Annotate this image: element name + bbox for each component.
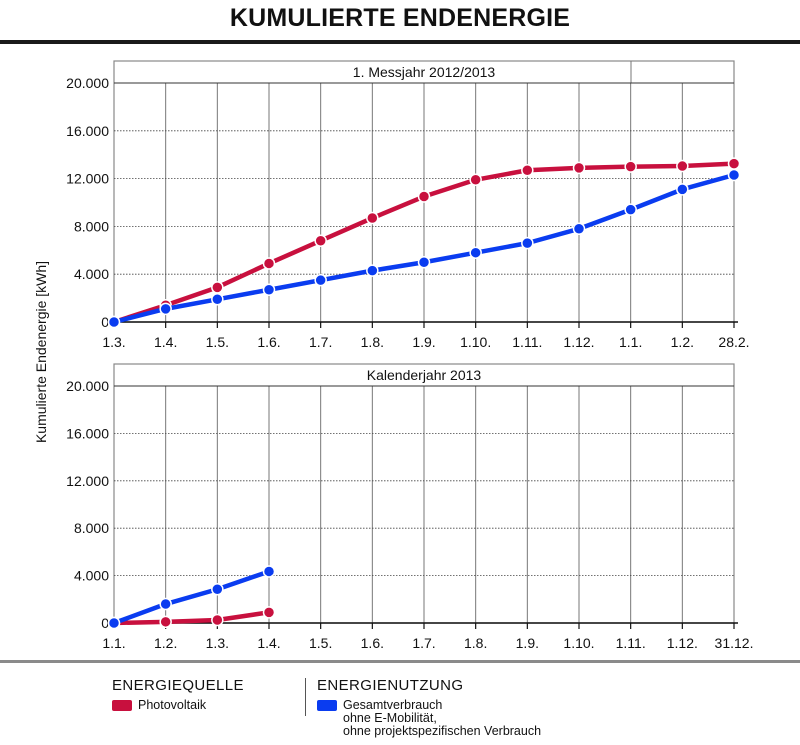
page-title: KUMULIERTE ENDENERGIE [229, 4, 571, 32]
x-tick-label-kalenderjahr: 1.7. [412, 635, 435, 651]
data-point-gesamtverbrauch-kalenderjahr [159, 597, 172, 611]
data-point-gesamtverbrauch-messjahr [107, 315, 121, 329]
data-point-gesamtverbrauch-messjahr [211, 293, 224, 306]
x-tick-label-kalenderjahr: 1.2. [154, 635, 177, 651]
data-point-gesamtverbrauch-messjahr [366, 264, 379, 277]
x-tick-label-messjahr: 1.12. [563, 334, 594, 350]
x-tick-label-messjahr: 1.3. [102, 334, 125, 350]
data-point-photovoltaik-messjahr [624, 160, 637, 173]
data-point-gesamtverbrauch-messjahr [314, 273, 327, 287]
legend-heading-source: ENERGIEQUELLE [112, 677, 244, 694]
data-point-gesamtverbrauch-messjahr [521, 236, 534, 250]
x-tick-label-kalenderjahr: 1.8. [464, 635, 487, 651]
y-tick-label-kalenderjahr: 0 [101, 615, 109, 631]
x-tick-label-kalenderjahr: 1.3. [206, 635, 229, 651]
y-tick-label-kalenderjahr: 12.000 [66, 473, 109, 489]
legend-label-photovoltaik: Photovoltaik [138, 698, 207, 712]
x-tick-label-kalenderjahr: 1.1. [102, 635, 125, 651]
x-tick-label-messjahr: 1.11. [512, 334, 542, 350]
series-line-gesamtverbrauch-kalenderjahr [111, 569, 272, 626]
x-tick-label-messjahr: 1.1. [619, 334, 642, 350]
y-tick-label-messjahr: 12.000 [66, 171, 109, 187]
x-tick-label-messjahr: 1.6. [257, 334, 280, 350]
y-tick-label-messjahr: 4.000 [74, 266, 109, 282]
y-tick-label-kalenderjahr: 16.000 [66, 425, 109, 441]
x-tick-label-kalenderjahr: 1.12. [667, 635, 698, 651]
data-point-photovoltaik-messjahr [211, 281, 224, 294]
chart-title-kalenderjahr: Kalenderjahr 2013 [367, 367, 482, 383]
y-tick-label-kalenderjahr: 8.000 [74, 520, 109, 536]
data-point-photovoltaik-messjahr [572, 161, 586, 175]
data-point-gesamtverbrauch-messjahr [417, 256, 431, 269]
legend-divider-line [0, 660, 800, 663]
data-point-gesamtverbrauch-kalenderjahr [211, 582, 224, 596]
y-tick-label-messjahr: 16.000 [66, 123, 109, 139]
x-tick-label-kalenderjahr: 1.11. [616, 635, 646, 651]
data-point-photovoltaik-kalenderjahr [262, 606, 276, 619]
x-tick-label-messjahr: 1.9. [412, 334, 435, 350]
data-point-photovoltaik-messjahr [676, 159, 689, 173]
data-point-gesamtverbrauch-messjahr [159, 302, 172, 316]
x-tick-label-messjahr: 1.5. [206, 334, 229, 350]
y-tick-label-messjahr: 0 [101, 314, 109, 330]
data-point-gesamtverbrauch-messjahr [676, 183, 689, 196]
y-tick-label-kalenderjahr: 4.000 [74, 568, 109, 584]
x-tick-label-messjahr: 1.8. [361, 334, 384, 350]
x-tick-label-kalenderjahr: 1.10. [563, 635, 594, 651]
legend-swatch-photovoltaik [112, 700, 132, 711]
title-divider [0, 40, 800, 44]
x-tick-label-kalenderjahr: 1.9. [516, 635, 539, 651]
legend-swatch-gesamtverbrauch [317, 700, 337, 711]
x-tick-label-kalenderjahr: 31.12. [715, 635, 754, 651]
data-point-photovoltaik-kalenderjahr [159, 615, 172, 629]
chart-title-messjahr: 1. Messjahr 2012/2013 [353, 64, 496, 80]
x-tick-label-messjahr: 1.7. [309, 334, 332, 350]
data-point-gesamtverbrauch-messjahr [572, 222, 586, 236]
x-tick-label-kalenderjahr: 1.5. [309, 635, 332, 651]
data-point-gesamtverbrauch-kalenderjahr [107, 616, 121, 630]
legend-gesamt-line2: ohne E-Mobilität, [343, 711, 437, 725]
x-tick-label-messjahr: 1.2. [671, 334, 694, 350]
data-point-photovoltaik-messjahr [366, 211, 379, 225]
y-tick-label-messjahr: 8.000 [74, 218, 109, 234]
legend-heading-usage: ENERGIENUTZUNG [317, 677, 464, 694]
data-point-photovoltaik-messjahr [417, 190, 431, 203]
data-point-photovoltaik-messjahr [314, 234, 327, 247]
x-tick-label-kalenderjahr: 1.4. [257, 635, 280, 651]
legend-gesamt-line1: Gesamtverbrauch [343, 698, 443, 712]
series-line-photovoltaik-kalenderjahr [111, 610, 272, 626]
data-point-photovoltaik-messjahr [521, 163, 534, 177]
y-axis-label: Kumulierte Endenergie [kWh] [33, 261, 49, 443]
data-point-photovoltaik-kalenderjahr [211, 613, 224, 627]
data-point-gesamtverbrauch-kalenderjahr [262, 565, 276, 578]
y-tick-label-messjahr: 20.000 [66, 75, 109, 91]
x-tick-label-messjahr: 1.10. [460, 334, 491, 350]
x-tick-label-kalenderjahr: 1.6. [361, 635, 384, 651]
x-tick-label-messjahr: 1.4. [154, 334, 177, 350]
data-point-photovoltaik-messjahr [469, 173, 482, 187]
y-tick-label-kalenderjahr: 20.000 [66, 378, 109, 394]
data-point-gesamtverbrauch-messjahr [727, 168, 741, 182]
data-point-gesamtverbrauch-messjahr [262, 283, 276, 296]
legend-label-gesamtverbrauch: Gesamtverbrauch ohne E-Mobilität, ohne p… [343, 699, 541, 738]
data-point-gesamtverbrauch-messjahr [624, 203, 637, 216]
data-point-gesamtverbrauch-messjahr [469, 246, 482, 259]
data-point-photovoltaik-messjahr [727, 157, 741, 170]
legend-gesamt-line3: ohne projektspezifischen Verbrauch [343, 724, 542, 738]
x-tick-label-messjahr: 28.2. [718, 334, 749, 350]
data-point-photovoltaik-messjahr [262, 257, 276, 270]
legend-separator [305, 678, 306, 716]
